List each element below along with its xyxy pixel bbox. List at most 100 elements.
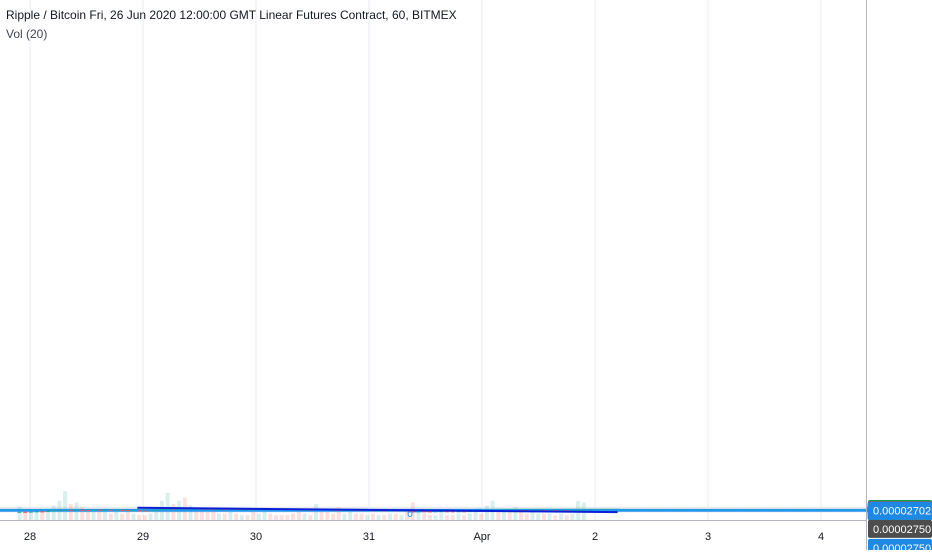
volume-bar — [536, 514, 540, 520]
candle — [428, 511, 432, 512]
candle — [69, 510, 73, 511]
volume-bar — [69, 504, 73, 520]
volume-bar — [114, 512, 118, 520]
volume-bar — [377, 515, 381, 520]
price-axis[interactable]: 0.000026200.000026400.000026600.00002680… — [866, 0, 931, 550]
volume-bar — [154, 510, 158, 520]
candle-body — [417, 511, 421, 512]
candle-body — [63, 510, 67, 511]
volume-bar — [303, 514, 307, 520]
x-tick-label: 29 — [137, 531, 149, 543]
volume-indicator-label: Vol (20) — [6, 27, 47, 41]
volume-bar — [525, 514, 529, 520]
candle-body — [97, 510, 101, 511]
candle — [411, 511, 415, 512]
x-tick-label: Apr — [473, 531, 490, 543]
candle — [132, 510, 136, 511]
candle — [149, 510, 153, 511]
candle-body — [103, 510, 107, 511]
candle-body — [29, 512, 33, 513]
x-tick-label: 3 — [705, 531, 711, 543]
volume-bar — [531, 512, 535, 520]
volume-bar — [97, 510, 101, 520]
candle-body — [109, 510, 113, 511]
candle-body — [40, 511, 44, 512]
candle-body — [18, 512, 22, 513]
volume-bar — [451, 515, 455, 520]
volume-bar — [548, 514, 552, 520]
volume-bar — [428, 515, 432, 520]
volume-bar — [143, 515, 147, 520]
volume-bar — [445, 515, 449, 520]
volume-bar — [388, 514, 392, 520]
candle-body — [149, 510, 153, 511]
candle — [92, 510, 96, 511]
candle-body — [126, 510, 130, 511]
candle — [154, 510, 158, 511]
candle — [109, 510, 113, 511]
candle — [46, 511, 50, 512]
candle — [143, 510, 147, 511]
volume-bar — [382, 515, 386, 520]
x-tick-label: 31 — [363, 531, 375, 543]
volume-bar — [217, 514, 221, 520]
candle-body — [576, 510, 580, 511]
volume-bar — [137, 515, 141, 520]
candle-body — [75, 510, 79, 511]
volume-bar — [360, 514, 364, 520]
volume-bar — [559, 514, 563, 520]
volume-bar — [63, 491, 67, 520]
candle-body — [143, 511, 147, 512]
candle — [582, 510, 586, 511]
volume-bar — [234, 514, 238, 520]
candle — [120, 510, 124, 511]
volume-bar — [52, 506, 56, 520]
candle-body — [120, 510, 124, 511]
volume-bar — [394, 514, 398, 520]
candle-body — [411, 511, 415, 512]
candle-body — [582, 510, 586, 511]
volume-bar — [268, 514, 272, 520]
volume-bar — [365, 515, 369, 520]
candle-body — [114, 510, 118, 511]
candle-body — [86, 510, 90, 511]
volume-bar — [166, 493, 170, 520]
candle-body — [69, 510, 73, 511]
volume-bar — [120, 514, 124, 520]
volume-bar — [325, 512, 329, 520]
volume-bar — [422, 514, 426, 520]
volume-bar — [456, 514, 460, 520]
volume-bar — [228, 512, 232, 520]
candle — [23, 512, 27, 513]
candle-body — [132, 511, 136, 512]
volume-bar — [485, 506, 489, 520]
volume-bar — [40, 512, 44, 520]
x-tick-label: 30 — [250, 531, 262, 543]
candle-body — [80, 510, 84, 511]
grid — [0, 0, 866, 520]
candle-body — [35, 511, 39, 512]
candle — [160, 509, 164, 510]
volume-bar — [291, 514, 295, 520]
volume-bar — [171, 504, 175, 520]
candle — [18, 512, 22, 513]
volume-bar — [285, 515, 289, 520]
volume-bar — [257, 514, 261, 520]
volume-bar — [240, 515, 244, 520]
candle — [52, 510, 56, 511]
volume-bar — [542, 514, 546, 520]
volume-bar — [86, 510, 90, 520]
volume-bar — [462, 515, 466, 520]
volume-bar — [479, 514, 483, 520]
candle-body — [92, 510, 96, 511]
volume-bar — [354, 514, 358, 520]
volume-bar — [206, 512, 210, 520]
candle — [40, 511, 44, 512]
chart-title: Ripple / Bitcoin Fri, 26 Jun 2020 12:00:… — [6, 8, 457, 22]
volume-bar — [308, 515, 312, 520]
volume-bar — [109, 514, 113, 520]
volume-bar — [251, 512, 255, 520]
volume-bar — [280, 515, 284, 520]
